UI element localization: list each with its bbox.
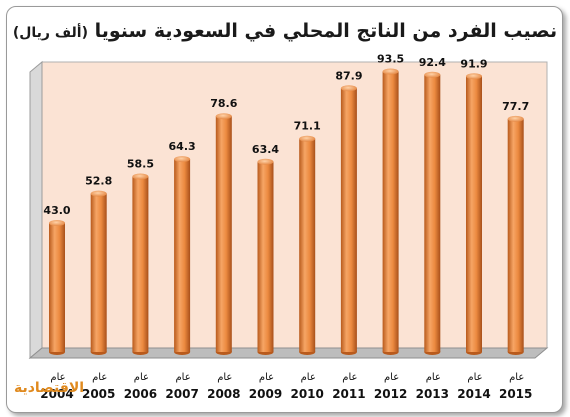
value-label-2015: 77.7 — [502, 100, 529, 113]
category-label-2011: 2011 — [332, 387, 365, 401]
value-label-2008: 78.6 — [210, 97, 237, 110]
category-prefix-2008: عام — [217, 372, 232, 383]
bar-2014 — [466, 76, 482, 353]
bar-cap-2015 — [507, 115, 524, 122]
chart-title: نصيب الفرد من الناتج المحلي في السعودية … — [0, 20, 570, 42]
bars-group — [49, 68, 524, 355]
category-prefix-2013: عام — [426, 372, 441, 383]
category-prefix-2007: عام — [175, 372, 190, 383]
category-label-2014: 2014 — [457, 387, 490, 401]
category-prefix-2012: عام — [384, 372, 399, 383]
chart-title-unit: (ألف ريال) — [12, 25, 88, 41]
category-label-2007: 2007 — [165, 387, 198, 401]
value-labels-group: 43.0 52.8 58.5 64.3 78.6 63.4 71.1 87.9 93.5 92.4… — [43, 53, 529, 218]
bar-cap-2010 — [299, 135, 316, 142]
bar-2013 — [424, 74, 441, 353]
publisher-logo: الاقتصادية — [14, 380, 85, 396]
category-label-2010: 2010 — [290, 387, 323, 401]
value-label-2010: 71.1 — [294, 120, 321, 133]
bar-cap-2004 — [49, 220, 65, 226]
category-prefix-2006: عام — [134, 372, 149, 383]
category-label-2013: 2013 — [416, 387, 449, 401]
bar-2009 — [257, 161, 274, 352]
value-label-2007: 64.3 — [169, 140, 196, 153]
value-label-2004: 43.0 — [43, 204, 70, 217]
bar-2011 — [340, 88, 357, 353]
bar-2010 — [299, 138, 316, 352]
bar-2008 — [215, 116, 232, 352]
plot-area — [28, 60, 549, 360]
value-label-2012: 93.5 — [377, 53, 404, 66]
chart-title-main: نصيب الفرد من الناتج المحلي في السعودية … — [94, 20, 558, 42]
category-prefix-2010: عام — [301, 372, 316, 383]
category-prefix-2009: عام — [259, 372, 274, 383]
bar-2007 — [174, 159, 191, 352]
plot-side-wall — [29, 60, 43, 360]
category-prefix-2005: عام — [92, 372, 107, 383]
bar-cap-2005 — [90, 190, 107, 197]
category-label-2012: 2012 — [374, 387, 407, 401]
category-prefix-2004: عام — [50, 372, 65, 383]
category-label-2004: 2004 — [40, 387, 73, 401]
bar-cap-2014 — [466, 73, 482, 80]
category-label-2008: 2008 — [207, 387, 240, 401]
value-label-2011: 87.9 — [335, 69, 362, 82]
bar-cap-2013 — [424, 71, 441, 78]
plot-floor — [28, 347, 549, 359]
bar-cap-2008 — [215, 113, 232, 120]
bar-2004 — [49, 223, 65, 352]
category-prefix-2015: عام — [509, 372, 524, 383]
value-label-2009: 63.4 — [252, 143, 279, 156]
bar-cap-2006 — [132, 173, 149, 180]
bar-2012 — [382, 71, 399, 352]
bar-2015 — [507, 118, 524, 353]
value-label-2013: 92.4 — [419, 56, 446, 69]
bar-cap-2009 — [257, 158, 274, 165]
category-prefix-2011: عام — [342, 372, 357, 383]
category-labels-group: عام 2004 عام 2005 عام 2006 عام 2007 عام 2008 عام 20… — [40, 372, 532, 401]
category-label-2006: 2006 — [124, 387, 157, 401]
bar-2005 — [90, 193, 107, 352]
bar-2006 — [132, 176, 149, 352]
category-prefix-2014: عام — [467, 372, 482, 383]
bar-cap-2011 — [340, 85, 357, 92]
category-label-2015: 2015 — [499, 387, 532, 401]
value-label-2006: 58.5 — [127, 158, 154, 171]
bar-cap-2012 — [382, 68, 399, 75]
value-label-2014: 91.9 — [460, 57, 487, 70]
bar-cap-2007 — [174, 156, 191, 163]
value-label-2005: 52.8 — [85, 175, 112, 188]
category-label-2005: 2005 — [82, 387, 115, 401]
category-label-2009: 2009 — [249, 387, 282, 401]
